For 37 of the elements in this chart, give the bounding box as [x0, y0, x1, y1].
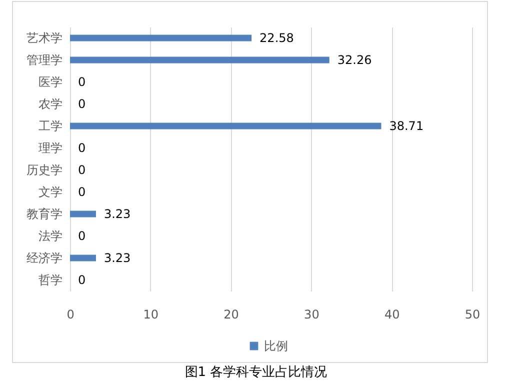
y-tick-label: 文学 — [38, 185, 62, 199]
data-label: 0 — [78, 229, 86, 243]
data-label: 0 — [78, 141, 86, 155]
x-tick-label: 40 — [384, 308, 400, 322]
y-tick-label: 理学 — [38, 141, 62, 155]
data-label: 32.26 — [337, 53, 372, 67]
y-tick-label: 艺术学 — [26, 31, 62, 45]
x-tick-label: 0 — [66, 308, 74, 322]
data-label: 3.23 — [104, 207, 131, 221]
bar — [70, 210, 96, 218]
bar — [70, 254, 96, 262]
y-tick-label: 哲学 — [38, 273, 62, 287]
data-label: 22.58 — [260, 31, 294, 45]
bar — [70, 34, 252, 42]
legend-label: 比例 — [264, 339, 288, 353]
data-label: 0 — [78, 97, 86, 111]
y-tick-label: 历史学 — [26, 163, 62, 177]
y-tick-label: 教育学 — [26, 207, 62, 221]
x-tick-label: 10 — [143, 308, 159, 322]
x-tick-label: 30 — [304, 308, 320, 322]
data-label: 0 — [78, 75, 86, 89]
data-label: 0 — [78, 273, 86, 287]
y-tick-label: 农学 — [38, 97, 62, 111]
y-tick-label: 管理学 — [26, 53, 62, 67]
data-label: 38.71 — [389, 119, 424, 133]
data-label: 0 — [78, 185, 86, 199]
bar — [70, 122, 382, 130]
x-tick-label: 50 — [464, 308, 480, 322]
y-tick-label: 经济学 — [26, 251, 62, 265]
text: 图1 各学科专业占比情况 — [184, 365, 328, 380]
y-tick-label: 工学 — [38, 119, 62, 133]
x-tick-label: 20 — [224, 308, 239, 322]
data-label: 3.23 — [104, 251, 131, 265]
data-label: 0 — [78, 163, 86, 177]
y-tick-label: 医学 — [38, 75, 62, 89]
y-tick-label: 法学 — [38, 229, 62, 243]
bar — [70, 56, 330, 64]
